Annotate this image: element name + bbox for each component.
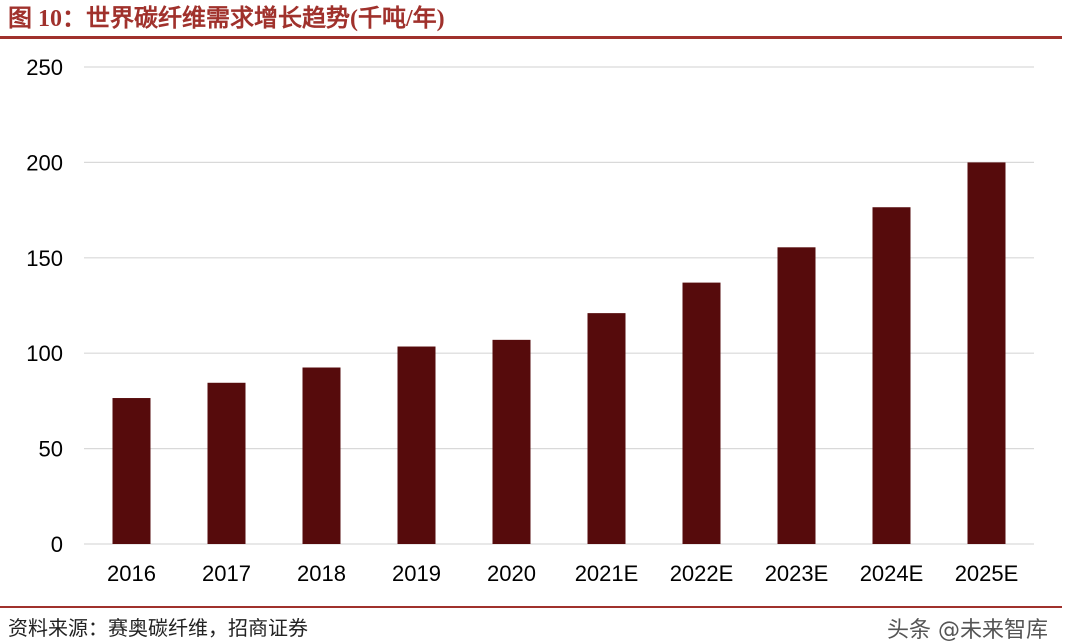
bar-2018 [302, 367, 341, 544]
x-tick-label: 2024E [860, 561, 924, 586]
y-tick-label: 0 [51, 532, 63, 557]
bar-2017 [207, 382, 246, 544]
x-tick-label: 2018 [297, 561, 346, 586]
y-tick-label: 50 [39, 437, 63, 462]
bar-2025E [967, 162, 1006, 544]
y-tick-label: 250 [26, 55, 63, 80]
source-note: 资料来源：赛奥碳纤维，招商证券 [8, 616, 308, 640]
y-tick-label: 100 [26, 341, 63, 366]
y-tick-label: 150 [26, 246, 63, 271]
x-axis-tick-labels: 2016 2017 2018 2019 2020 2021E 2022E 2023E 2024E… [107, 561, 1018, 586]
x-tick-label: 2025E [955, 561, 1019, 586]
x-tick-label: 2017 [202, 561, 251, 586]
bar-2020 [492, 339, 531, 544]
bars [112, 162, 1006, 544]
title-divider [0, 36, 1062, 39]
watermark-text: 头条 @未来智库 [887, 618, 1048, 643]
x-tick-label: 2023E [765, 561, 829, 586]
bar-2016 [112, 398, 151, 544]
bar-2019 [397, 346, 436, 544]
y-tick-label: 200 [26, 150, 63, 175]
x-tick-label: 2021E [575, 561, 639, 586]
y-axis-tick-labels: 0 50 100 150 200 250 [26, 55, 63, 557]
bar-2024E [872, 207, 911, 544]
bar-2021E [587, 313, 626, 544]
x-tick-label: 2022E [670, 561, 734, 586]
x-tick-label: 2020 [487, 561, 536, 586]
x-tick-label: 2019 [392, 561, 441, 586]
x-tick-label: 2016 [107, 561, 156, 586]
bar-chart: 0 50 100 150 200 250 2016 2017 2018 2019 2020 2021… [26, 55, 1034, 586]
bar-2023E [777, 247, 816, 544]
chart-title: 图 10：世界碳纤维需求增长趋势(千吨/年) [8, 6, 445, 32]
bar-2022E [682, 282, 721, 544]
footer-divider [0, 606, 1062, 608]
watermark: 头条 @未来智库 [887, 612, 1048, 644]
